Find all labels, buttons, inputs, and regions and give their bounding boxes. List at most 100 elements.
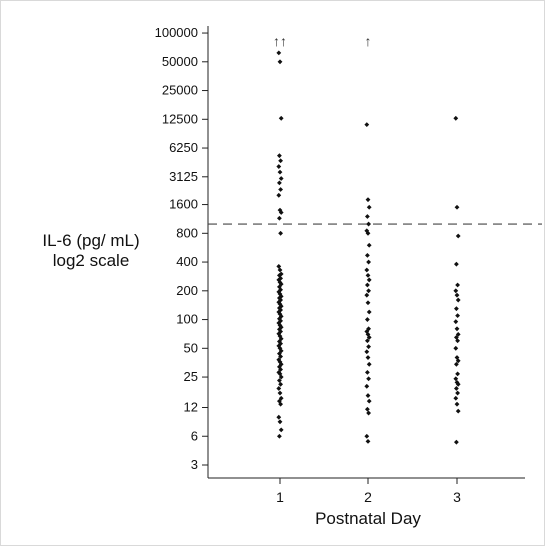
data-point-day-1 xyxy=(278,374,284,380)
y-tick-label: 25 xyxy=(184,369,198,384)
data-point-day-1 xyxy=(277,378,282,383)
data-point-day-3 xyxy=(453,345,459,351)
data-point-day-2 xyxy=(364,267,370,273)
data-point-day-2 xyxy=(364,292,370,298)
data-point-day-3 xyxy=(455,381,461,387)
data-point-day-1 xyxy=(276,414,282,420)
data-point-day-3 xyxy=(455,282,460,288)
data-point-day-2 xyxy=(365,355,371,360)
data-point-day-2 xyxy=(365,272,371,278)
data-point-day-1 xyxy=(277,345,283,351)
data-point-day-1 xyxy=(276,357,282,363)
data-point-day-3 xyxy=(454,361,459,367)
data-point-day-2 xyxy=(366,398,372,404)
data-point-day-1 xyxy=(277,433,282,439)
data-point-day-3 xyxy=(454,261,459,267)
data-point-day-2 xyxy=(366,361,372,367)
data-point-day-1 xyxy=(278,354,283,359)
data-point-day-1 xyxy=(276,320,282,326)
data-point-day-3 xyxy=(454,439,459,445)
data-point-day-1 xyxy=(277,390,283,396)
y-axis-label: IL-6 (pg/ mL) log2 scale xyxy=(11,231,171,271)
data-point-day-2 xyxy=(365,338,370,344)
data-point-day-1 xyxy=(276,50,282,56)
data-point-day-1 xyxy=(278,271,284,277)
data-point-day-1 xyxy=(278,115,284,121)
y-tick-label: 100000 xyxy=(155,25,198,40)
y-tick-label: 400 xyxy=(176,254,198,269)
data-point-day-3 xyxy=(455,338,460,344)
x-tick-label: 2 xyxy=(364,489,372,505)
data-point-day-3 xyxy=(454,326,460,332)
data-point-day-3 xyxy=(455,390,460,396)
y-axis-label-line-1: IL-6 (pg/ mL) xyxy=(42,231,140,250)
y-tick-label: 100 xyxy=(176,312,198,327)
x-axis-label: Postnatal Day xyxy=(315,509,421,528)
data-point-day-3 xyxy=(455,297,461,303)
data-point-day-1 xyxy=(276,299,282,305)
y-tick-label: 6250 xyxy=(169,140,198,155)
data-point-day-3 xyxy=(454,379,460,385)
x-tick-label: 1 xyxy=(276,489,284,505)
y-tick-label: 200 xyxy=(176,283,198,298)
data-point-day-2 xyxy=(366,242,372,248)
data-point-day-1 xyxy=(276,289,282,295)
y-tick-label: 800 xyxy=(176,225,198,240)
data-point-day-1 xyxy=(276,264,282,269)
data-point-day-2 xyxy=(366,204,372,210)
data-point-day-2 xyxy=(365,406,370,412)
data-point-day-2 xyxy=(364,329,370,334)
data-point-day-3 xyxy=(454,306,459,312)
y-tick-label: 50 xyxy=(184,340,198,355)
y-tick-label: 50000 xyxy=(162,54,198,69)
data-point-day-3 xyxy=(454,386,459,391)
data-point-day-2 xyxy=(364,433,370,439)
data-point-day-1 xyxy=(278,187,283,192)
data-point-day-2 xyxy=(365,393,371,398)
data-point-day-1 xyxy=(277,311,283,317)
data-point-day-1 xyxy=(276,192,282,198)
y-tick-label: 25000 xyxy=(162,83,198,98)
y-tick-label: 1600 xyxy=(169,197,198,212)
data-point-day-2 xyxy=(365,252,370,258)
data-point-day-2 xyxy=(365,197,371,203)
data-point-day-1 xyxy=(277,169,283,175)
data-point-day-1 xyxy=(277,180,282,186)
data-point-day-1 xyxy=(278,381,283,387)
data-point-day-2 xyxy=(364,349,370,355)
data-point-day-1 xyxy=(276,164,282,169)
data-point-day-1 xyxy=(277,59,283,65)
off-scale-arrow: ↑ xyxy=(365,33,372,49)
data-point-day-1 xyxy=(278,210,284,215)
data-point-day-2 xyxy=(365,214,370,219)
data-point-day-2 xyxy=(366,221,371,227)
data-point-day-1 xyxy=(277,333,283,339)
y-tick-label: 3125 xyxy=(169,169,198,184)
data-point-day-2 xyxy=(366,288,371,294)
data-point-day-1 xyxy=(277,419,283,425)
data-point-day-3 xyxy=(455,358,461,364)
data-point-day-2 xyxy=(366,277,372,283)
data-point-day-1 xyxy=(278,427,284,433)
data-point-day-3 xyxy=(454,204,460,210)
data-point-day-1 xyxy=(277,153,282,159)
data-point-day-2 xyxy=(365,317,370,322)
data-point-day-1 xyxy=(278,176,284,181)
data-point-day-1 xyxy=(276,309,282,315)
data-point-day-1 xyxy=(278,401,283,407)
data-point-day-3 xyxy=(454,292,460,298)
data-point-day-2 xyxy=(366,410,371,416)
data-point-day-2 xyxy=(365,369,370,375)
x-tick-label: 3 xyxy=(453,489,461,505)
data-point-day-3 xyxy=(453,395,459,401)
data-point-day-3 xyxy=(454,355,460,360)
data-point-day-3 xyxy=(455,233,461,239)
y-axis-label-line-2: log2 scale xyxy=(52,251,130,270)
data-point-day-2 xyxy=(366,335,372,340)
data-point-day-1 xyxy=(276,343,282,349)
data-point-day-3 xyxy=(453,288,459,294)
data-point-day-2 xyxy=(366,259,371,265)
data-point-day-2 xyxy=(364,383,370,389)
data-point-day-3 xyxy=(453,319,459,325)
